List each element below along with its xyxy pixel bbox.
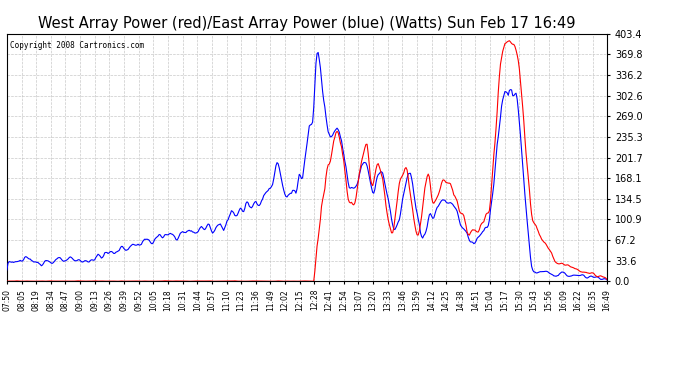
Text: Copyright 2008 Cartronics.com: Copyright 2008 Cartronics.com	[10, 41, 144, 50]
Title: West Array Power (red)/East Array Power (blue) (Watts) Sun Feb 17 16:49: West Array Power (red)/East Array Power …	[39, 16, 575, 31]
